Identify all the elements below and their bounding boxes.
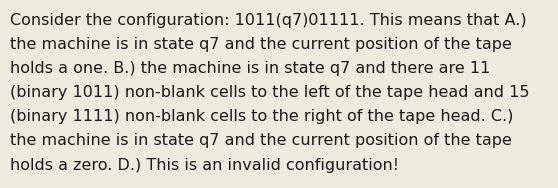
Text: (binary 1111) non-blank cells to the right of the tape head. C.): (binary 1111) non-blank cells to the rig… [10, 109, 513, 124]
Text: (binary 1011) non-blank cells to the left of the tape head and 15: (binary 1011) non-blank cells to the lef… [10, 85, 530, 100]
Text: holds a one. B.) the machine is in state q7 and there are 11: holds a one. B.) the machine is in state… [10, 61, 490, 76]
Text: holds a zero. D.) This is an invalid configuration!: holds a zero. D.) This is an invalid con… [10, 158, 399, 173]
Text: Consider the configuration: 1011(q7)01111. This means that A.): Consider the configuration: 1011(q7)0111… [10, 13, 527, 28]
Text: the machine is in state q7 and the current position of the tape: the machine is in state q7 and the curre… [10, 133, 512, 149]
Text: the machine is in state q7 and the current position of the tape: the machine is in state q7 and the curre… [10, 37, 512, 52]
